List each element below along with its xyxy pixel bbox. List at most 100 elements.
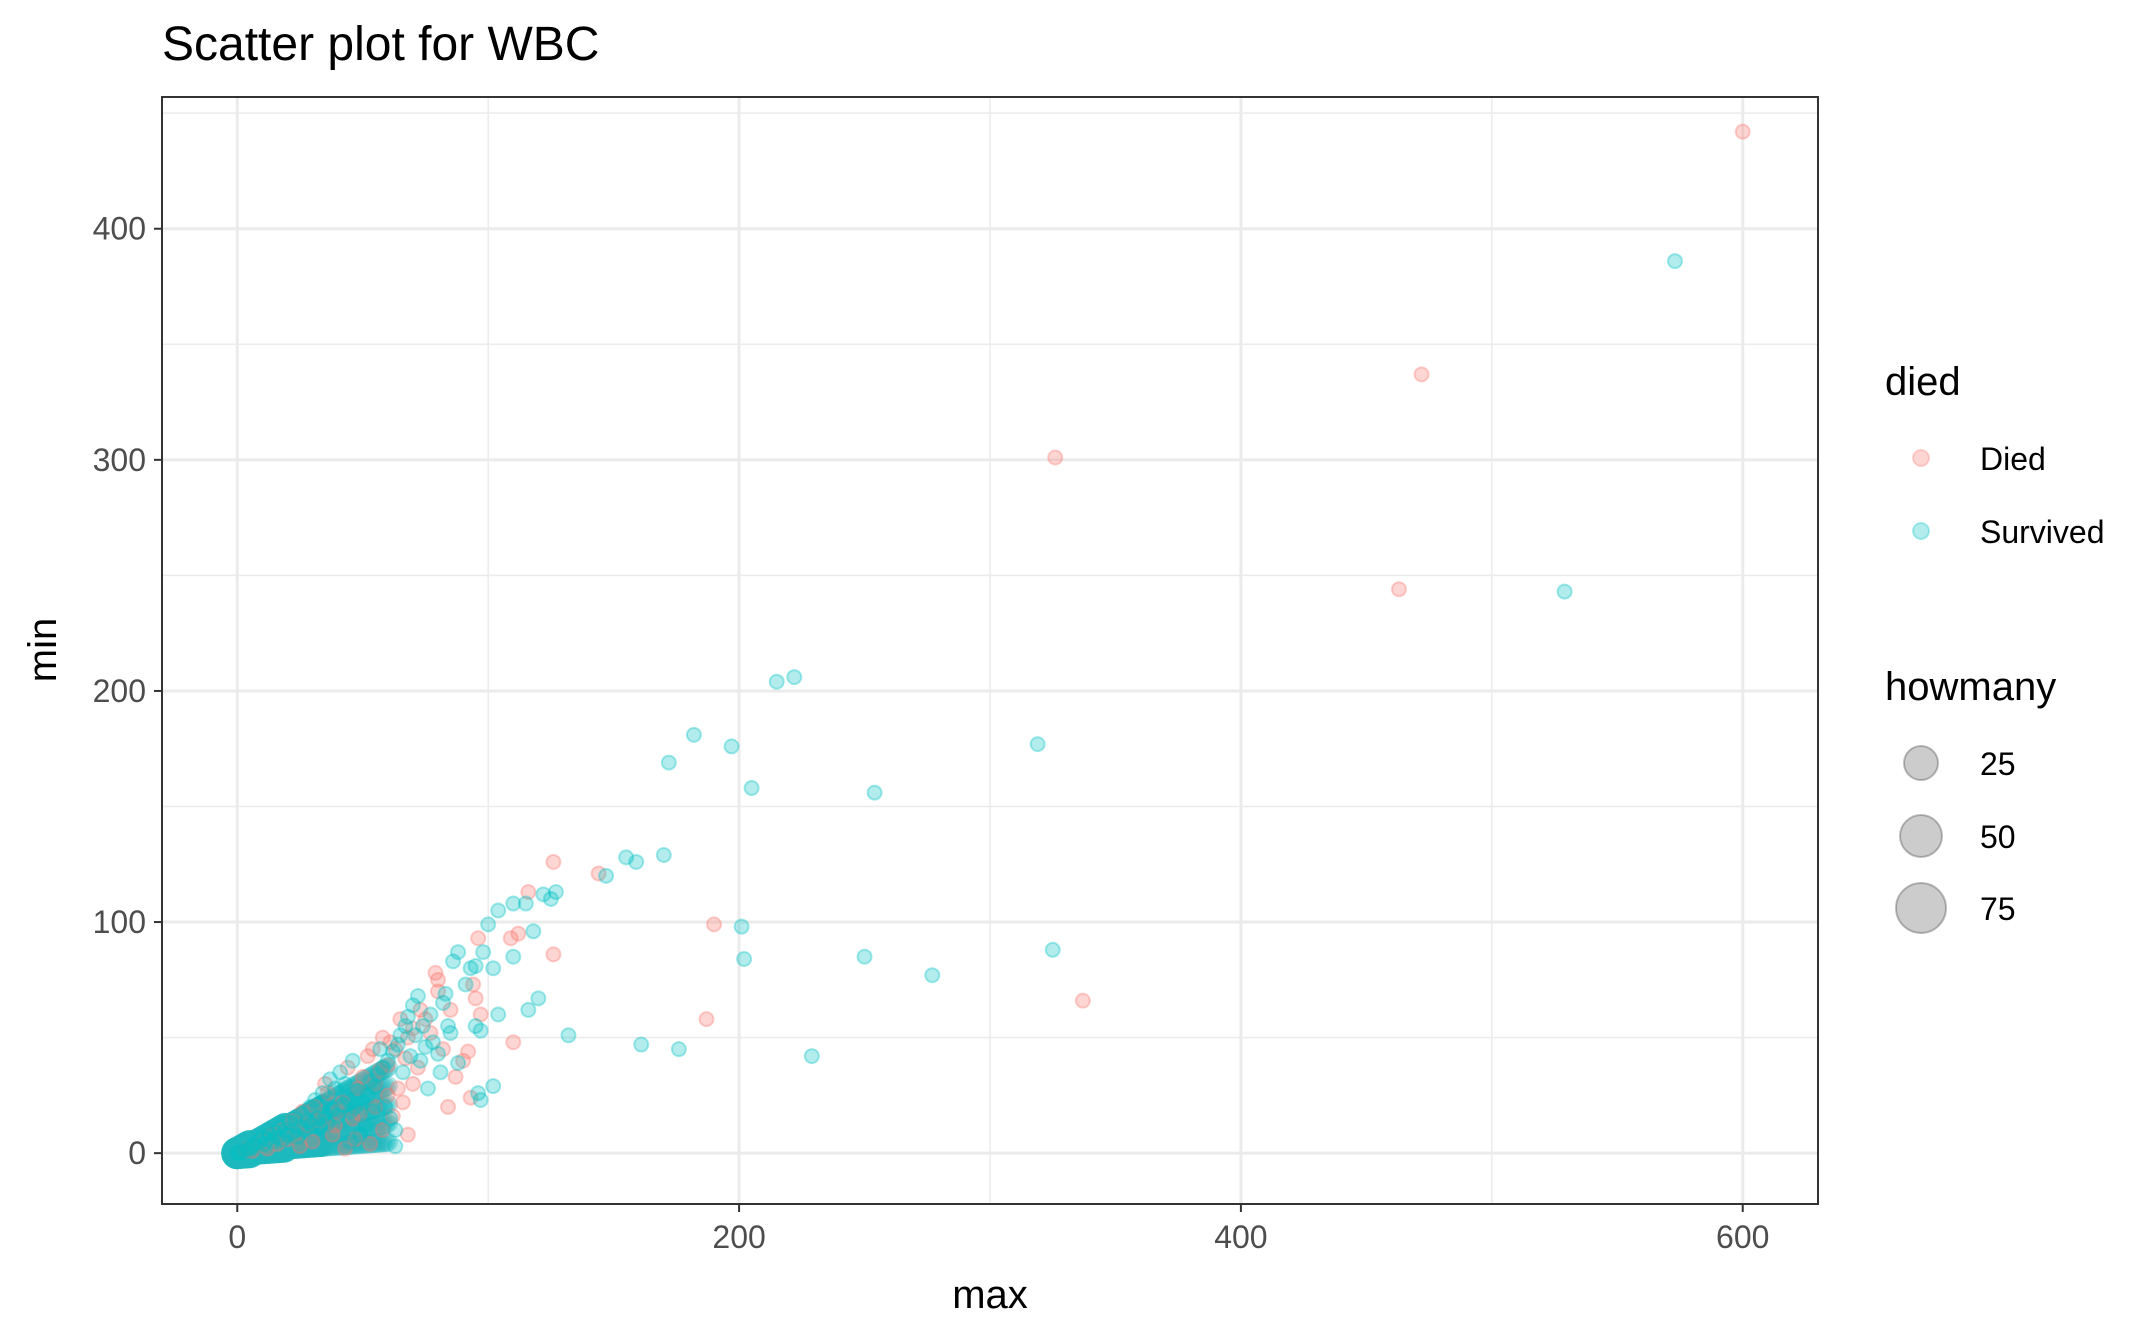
- cluster-point: [367, 1132, 388, 1153]
- data-point: [324, 1126, 341, 1143]
- x-tick-label: 0: [228, 1219, 246, 1255]
- cluster-point: [377, 1075, 398, 1096]
- data-point: [409, 988, 426, 1005]
- data-point: [545, 853, 562, 870]
- data-point: [241, 1140, 258, 1157]
- cluster-point: [347, 1074, 368, 1095]
- legend-key-survived: [1912, 522, 1930, 540]
- data-point: [590, 865, 607, 882]
- data-point: [535, 886, 552, 903]
- data-point: [517, 895, 534, 912]
- cluster-point: [332, 1135, 353, 1156]
- cluster-point: [352, 1102, 373, 1123]
- cluster-point: [355, 1101, 376, 1122]
- data-point: [379, 1087, 396, 1104]
- data-point: [284, 1124, 301, 1141]
- cluster-point: [357, 1117, 378, 1138]
- data-point: [312, 1112, 329, 1129]
- data-point: [251, 1133, 268, 1150]
- cluster-point: [342, 1105, 363, 1126]
- data-point: [485, 1078, 502, 1095]
- data-point: [317, 1105, 334, 1122]
- cluster-point: [327, 1098, 348, 1119]
- y-tick-label: 200: [93, 673, 146, 709]
- data-point: [294, 1105, 311, 1122]
- cluster-point: [312, 1094, 333, 1115]
- cluster-point: [327, 1085, 348, 1106]
- cluster-point: [352, 1071, 373, 1092]
- data-point: [319, 1085, 336, 1102]
- data-point: [324, 1101, 341, 1118]
- data-point: [422, 1024, 439, 1041]
- cluster-point: [347, 1134, 368, 1155]
- data-point: [437, 985, 454, 1002]
- data-point: [480, 916, 497, 933]
- cluster-point: [332, 1082, 353, 1103]
- data-point: [733, 918, 750, 935]
- data-point: [392, 1011, 409, 1028]
- data-point: [1666, 253, 1683, 270]
- cluster-point: [335, 1135, 356, 1156]
- cluster-point: [350, 1103, 371, 1124]
- cluster-point: [322, 1088, 343, 1109]
- data-point: [399, 1008, 416, 1025]
- data-point: [261, 1126, 278, 1143]
- y-tick-label: 0: [128, 1135, 146, 1171]
- cluster-point: [350, 1072, 371, 1093]
- data-point: [264, 1133, 281, 1150]
- axis-ticks: 0 200 400 600 0 100 200 300 400: [93, 211, 1770, 1255]
- data-point: [292, 1119, 308, 1136]
- data-point: [394, 1064, 411, 1081]
- data-point: [430, 1045, 446, 1062]
- data-point: [299, 1117, 316, 1134]
- cluster-point: [325, 1111, 346, 1132]
- data-point: [1390, 581, 1407, 598]
- cluster-point: [335, 1081, 356, 1102]
- data-point: [520, 884, 537, 901]
- data-point: [457, 976, 474, 993]
- data-point: [450, 1055, 467, 1072]
- data-point: [1047, 449, 1064, 466]
- data-point: [547, 884, 564, 901]
- cluster-point: [365, 1064, 386, 1085]
- data-point: [389, 1036, 406, 1053]
- data-point: [369, 1066, 386, 1083]
- data-point: [297, 1122, 314, 1139]
- data-point: [430, 971, 446, 988]
- cluster-point: [362, 1116, 383, 1137]
- data-point: [236, 1142, 253, 1159]
- data-point: [397, 1050, 414, 1067]
- data-point: [279, 1126, 296, 1143]
- data-point: [294, 1103, 311, 1120]
- cluster-point: [377, 1113, 398, 1134]
- cluster-point: [370, 1097, 391, 1118]
- data-point: [319, 1115, 336, 1132]
- data-point: [655, 847, 672, 864]
- data-point: [259, 1140, 276, 1157]
- data-point: [354, 1094, 371, 1111]
- legend-label-died: Died: [1980, 441, 2046, 477]
- cluster-point: [365, 1098, 386, 1119]
- cluster-point: [370, 1132, 391, 1153]
- grid-lines: [162, 97, 1818, 1204]
- cluster-point: [322, 1100, 343, 1121]
- data-point: [259, 1131, 276, 1148]
- cluster-point: [372, 1096, 393, 1117]
- y-tick-label: 100: [93, 904, 146, 940]
- data-point: [467, 1018, 484, 1035]
- data-point: [723, 738, 740, 755]
- x-axis-title: max: [952, 1273, 1028, 1317]
- data-point: [256, 1135, 273, 1152]
- size-key-25: [1903, 745, 1939, 781]
- data-point: [322, 1071, 339, 1088]
- data-point: [309, 1110, 326, 1127]
- data-point: [462, 1089, 479, 1106]
- size-key-50: [1899, 814, 1943, 858]
- size-key-75: [1895, 882, 1947, 934]
- cluster-point: [340, 1078, 361, 1099]
- data-point: [387, 1138, 404, 1155]
- cluster-point: [347, 1104, 368, 1125]
- data-point: [505, 895, 522, 912]
- cluster-point: [352, 1133, 373, 1154]
- cluster-point: [372, 1132, 393, 1153]
